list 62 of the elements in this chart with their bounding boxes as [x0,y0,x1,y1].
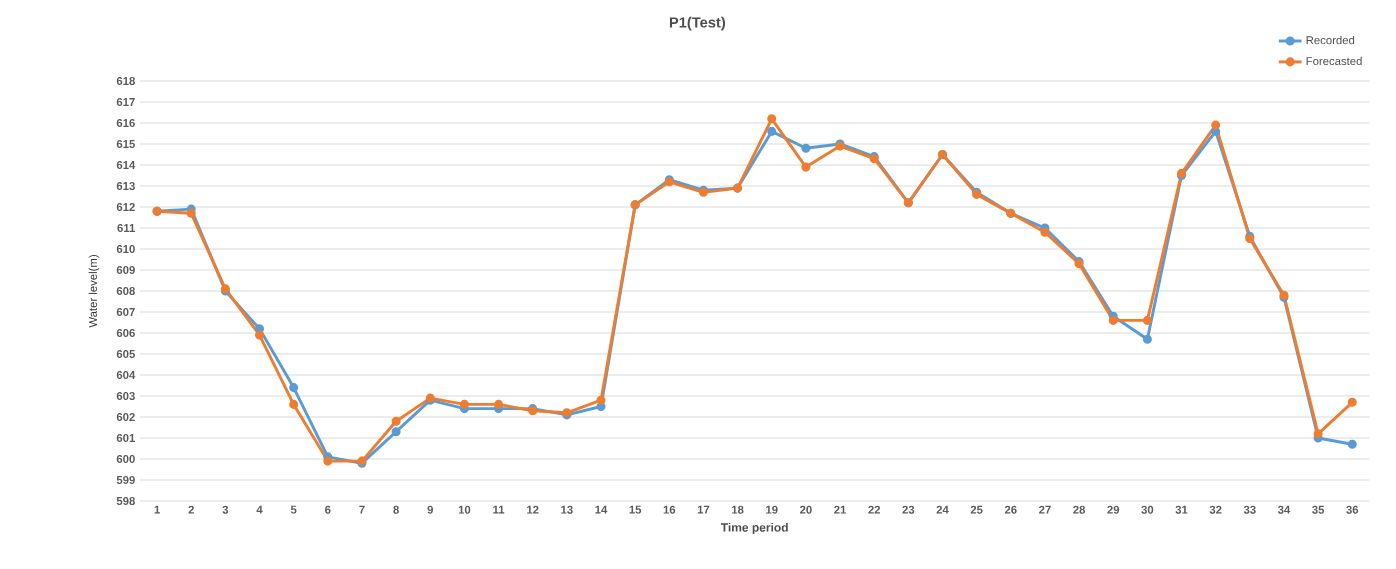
y-tick-label: 613 [116,181,135,191]
y-tick-label: 614 [116,161,136,170]
y-tick-label: 598 [116,497,135,506]
x-tick-label: 30 [1141,505,1154,514]
x-tick-label: 31 [1175,505,1188,514]
x-tick-label: 6 [325,505,331,514]
x-tick-label: 18 [732,505,744,514]
x-tick-label: 13 [561,505,573,514]
x-tick-label: 36 [1346,505,1359,514]
x-tick-label: 14 [595,505,608,514]
x-tick-label: 4 [256,505,263,514]
x-tick-label: 34 [1277,505,1291,514]
y-tick-label: 612 [116,203,135,212]
x-tick-label: 22 [868,505,881,514]
x-tick-label: 19 [766,505,778,514]
y-tick-label: 609 [116,266,135,275]
x-tick-label: 12 [527,505,539,514]
y-tick-label: 603 [116,391,135,401]
y-tick-label: 605 [116,350,135,359]
y-tick-label: 607 [116,308,135,317]
x-tick-label: 11 [493,505,505,514]
y-tick-label: 602 [116,413,135,422]
x-tick-label: 29 [1107,505,1120,514]
x-tick-label: 15 [629,505,642,514]
x-tick-label: 21 [834,505,847,514]
x-tick-label: 26 [1004,505,1017,514]
y-tick-label: 617 [116,98,135,107]
y-tick-label: 616 [116,119,135,128]
legend-label: Recorded [1306,35,1355,45]
chart-title: P1(Test) [669,16,725,31]
x-tick-label: 27 [1039,505,1051,514]
x-tick-label: 24 [936,505,949,514]
y-tick-label: 615 [116,140,135,149]
y-tick-label: 601 [116,434,135,443]
x-tick-label: 25 [970,505,983,514]
x-tick-label: 7 [359,505,365,514]
y-tick-label: 608 [116,287,135,296]
y-tick-label: 604 [116,371,136,380]
y-tick-label: 610 [116,245,135,254]
x-tick-label: 2 [188,505,194,514]
y-tick-label: 606 [116,329,135,338]
x-tick-label: 16 [663,505,676,514]
x-tick-label: 32 [1209,505,1222,514]
x-tick-label: 1 [154,505,160,514]
y-tick-label: 599 [116,476,135,485]
x-tick-label: 17 [697,505,710,514]
x-tick-label: 33 [1243,505,1256,514]
y-tick-label: 611 [117,224,135,233]
x-tick-label: 3 [222,505,229,514]
x-tick-label: 9 [427,505,433,514]
x-tick-label: 5 [290,505,297,514]
x-tick-label: 10 [458,505,471,514]
legend-label: Forecasted [1306,56,1362,66]
x-tick-label: 8 [393,505,399,514]
y-tick-label: 618 [116,77,135,86]
x-tick-label: 35 [1312,505,1325,514]
x-tick-label: 28 [1073,505,1086,514]
x-tick-label: 23 [902,505,915,514]
y-tick-label: 600 [116,455,135,464]
x-axis-title: Time period [720,522,788,535]
y-axis-title: Water level(m) [88,255,100,328]
x-tick-label: 20 [799,505,812,514]
